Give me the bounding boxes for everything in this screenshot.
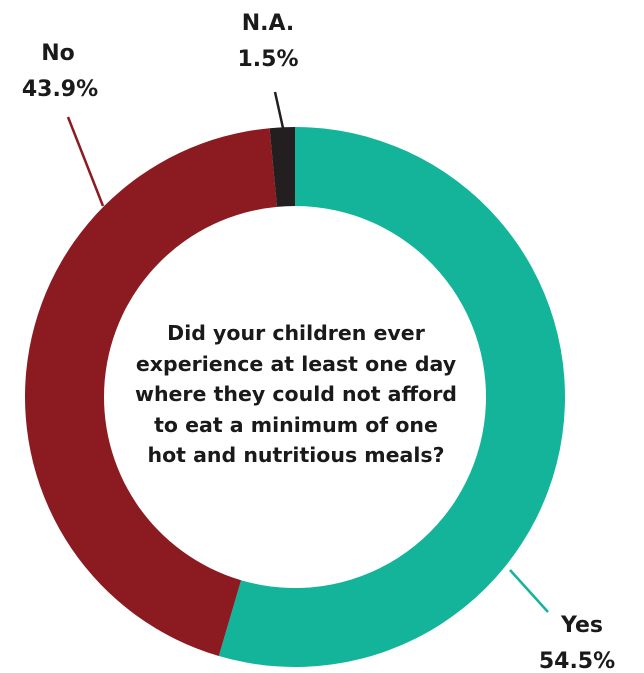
donut-slice-na bbox=[269, 127, 295, 207]
question-line: to eat a minimum of one bbox=[154, 412, 438, 437]
question-line: Did your children ever bbox=[167, 321, 425, 345]
slice-label-yes: Yes 54.5% bbox=[539, 613, 615, 673]
leader-line-yes bbox=[509, 569, 549, 613]
question-line: where they could not afford bbox=[135, 382, 457, 406]
leader-line-no bbox=[66, 116, 105, 207]
donut-slice-no bbox=[25, 128, 278, 657]
leader-line-na bbox=[273, 91, 285, 129]
slice-label-no-name: No bbox=[41, 41, 75, 66]
question-line: hot and nutritious meals? bbox=[147, 443, 445, 467]
slice-label-yes-value: 54.5% bbox=[539, 649, 615, 673]
leader-lines bbox=[66, 91, 549, 613]
slice-label-na-value: 1.5% bbox=[237, 47, 298, 72]
slice-label-na-name: N.A. bbox=[242, 11, 295, 36]
chart-question-title: Did your children ever experience at lea… bbox=[130, 318, 462, 471]
question-line: experience at least one day bbox=[135, 351, 457, 376]
slice-label-yes-name: Yes bbox=[560, 613, 603, 638]
slice-label-no: No 43.9% bbox=[22, 41, 98, 102]
donut-slice-yes bbox=[218, 127, 565, 667]
donut-slices bbox=[25, 127, 565, 667]
slice-label-no-value: 43.9% bbox=[22, 77, 98, 102]
slice-label-na: N.A. 1.5% bbox=[237, 11, 298, 72]
